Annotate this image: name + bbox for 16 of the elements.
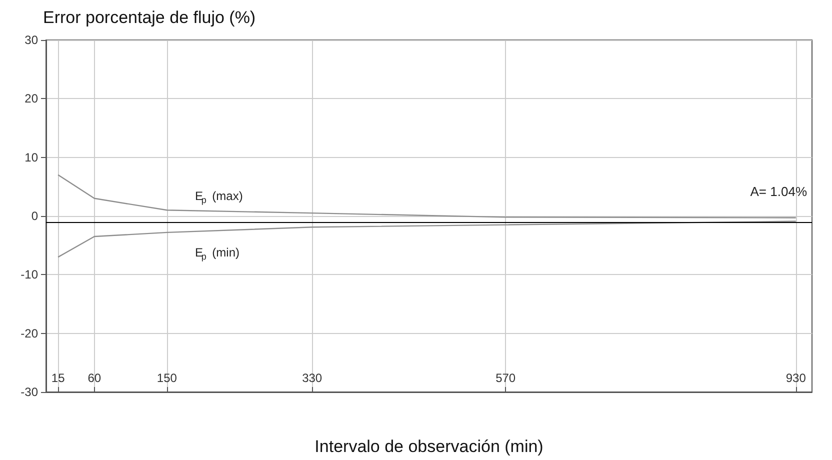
annotation: A= 1.04%	[750, 184, 808, 199]
x-tick-label: 570	[496, 371, 516, 385]
y-tick-label: 30	[24, 33, 38, 47]
y-tick-label: 10	[24, 150, 38, 164]
y-tick-label: -30	[20, 385, 38, 399]
x-tick-label: 15	[51, 371, 66, 385]
y-tick-label: 0	[31, 209, 38, 223]
x-tick-label: 150	[156, 371, 178, 385]
x-axis-title: Intervalo de observación (min)	[314, 437, 544, 456]
y-tick-label: -20	[20, 326, 38, 340]
x-tick-label: 330	[302, 371, 322, 385]
y-tick-label: 20	[24, 92, 38, 106]
x-tick-label: 60	[88, 371, 102, 385]
y-axis-title: Error porcentaje de flujo (%)	[43, 8, 256, 27]
y-tick-label: -10	[20, 268, 38, 282]
x-tick-label: 930	[786, 371, 806, 385]
